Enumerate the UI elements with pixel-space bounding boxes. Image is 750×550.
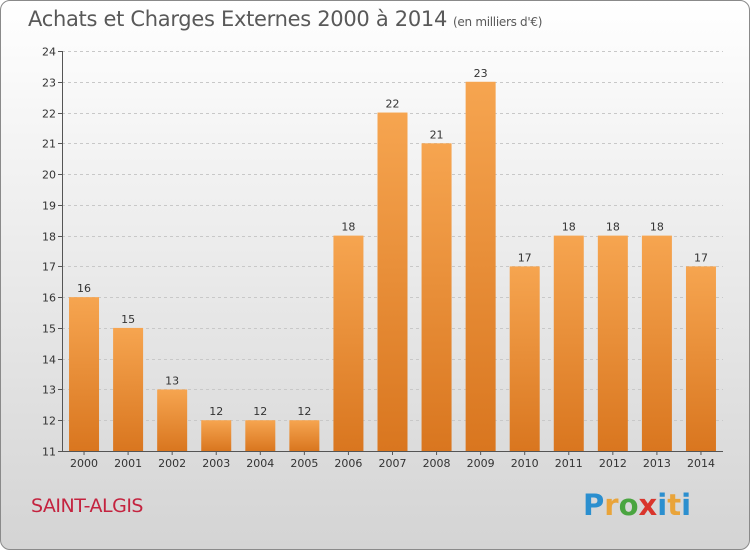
logo-letter: i — [681, 488, 692, 522]
x-tick-label: 2013 — [643, 457, 671, 470]
bar — [377, 112, 408, 452]
bar — [289, 420, 320, 451]
data-label: 12 — [209, 405, 223, 418]
commune-name: SAINT-ALGIS — [31, 495, 144, 517]
x-tick-label: 2001 — [114, 457, 142, 470]
data-label: 17 — [694, 251, 708, 264]
data-label: 13 — [165, 374, 179, 387]
y-tick-label: 11 — [42, 446, 56, 459]
data-label: 12 — [297, 405, 311, 418]
bar — [685, 266, 716, 451]
x-tick-label: 2010 — [511, 457, 539, 470]
y-tick-label: 15 — [42, 323, 56, 336]
x-tick-label: 2014 — [687, 457, 715, 470]
y-tick-label: 16 — [42, 292, 56, 305]
x-tick-label: 2012 — [599, 457, 627, 470]
data-label: 16 — [77, 282, 91, 295]
x-tick-label: 2004 — [246, 457, 274, 470]
y-tick-label: 20 — [42, 169, 56, 182]
proxiti-logo: Proxiti — [583, 488, 691, 522]
y-tick-label: 17 — [42, 261, 56, 274]
bar — [421, 143, 452, 452]
data-label: 18 — [562, 221, 576, 234]
y-tick-label: 23 — [42, 77, 56, 90]
y-tick-label: 21 — [42, 138, 56, 151]
logo-letter: o — [618, 488, 639, 522]
chart-unit: (en milliers d'€) — [453, 15, 543, 29]
bar — [69, 297, 100, 451]
data-label: 18 — [341, 221, 355, 234]
data-label: 18 — [650, 221, 664, 234]
x-tick-label: 2007 — [379, 457, 407, 470]
y-tick-label: 19 — [42, 200, 56, 213]
data-label: 18 — [606, 221, 620, 234]
bar — [465, 81, 496, 452]
bar — [113, 327, 144, 451]
x-tick-label: 2009 — [467, 457, 495, 470]
x-tick-label: 2008 — [423, 457, 451, 470]
x-tick-label: 2003 — [202, 457, 230, 470]
data-label: 22 — [386, 98, 400, 111]
bar — [157, 389, 188, 451]
data-label: 21 — [430, 128, 444, 141]
chart-title: Achats et Charges Externes 2000 à 2014 (e… — [28, 7, 542, 31]
bar — [509, 266, 540, 451]
logo-letter: r — [604, 488, 619, 522]
logo-letter: i — [657, 488, 668, 522]
data-label: 17 — [518, 251, 532, 264]
x-tick-label: 2006 — [334, 457, 362, 470]
x-tick-label: 2005 — [290, 457, 318, 470]
y-tick-label: 24 — [42, 46, 56, 59]
logo-letter: t — [667, 488, 682, 522]
logo-letter: P — [583, 488, 605, 522]
data-label: 15 — [121, 313, 135, 326]
y-tick-label: 18 — [42, 231, 56, 244]
bar — [333, 235, 364, 451]
data-label: 23 — [474, 67, 488, 80]
bar — [597, 235, 628, 451]
bar — [201, 420, 232, 451]
x-tick-label: 2002 — [158, 457, 186, 470]
logo-letter: x — [638, 488, 658, 522]
x-tick-label: 2000 — [70, 457, 98, 470]
chart-title-text: Achats et Charges Externes 2000 à 2014 — [28, 7, 448, 31]
data-label: 12 — [253, 405, 267, 418]
bar — [553, 235, 584, 451]
bar — [641, 235, 672, 451]
bar — [245, 420, 276, 451]
y-tick-label: 13 — [42, 384, 56, 397]
y-tick-label: 12 — [42, 415, 56, 428]
y-tick-label: 22 — [42, 108, 56, 121]
y-tick-label: 14 — [42, 354, 56, 367]
x-tick-label: 2011 — [555, 457, 583, 470]
